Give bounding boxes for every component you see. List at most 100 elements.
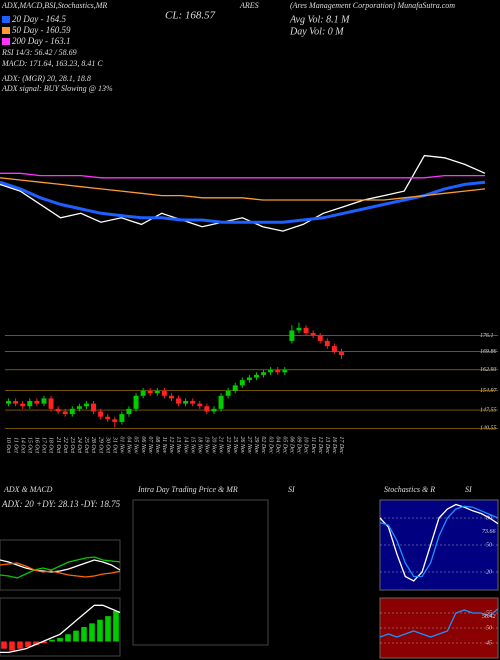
candle-body bbox=[126, 408, 132, 415]
candle-body bbox=[275, 369, 281, 373]
x-tick-label: 10 Oct bbox=[5, 437, 11, 453]
series-line bbox=[0, 604, 121, 654]
header-right: (Ares Management Corporation) MunafaSutr… bbox=[290, 1, 455, 10]
candle-body bbox=[197, 403, 203, 407]
annotation: RSI 14/3: 56.42 / 58.69 bbox=[1, 48, 77, 57]
candle-body bbox=[112, 419, 118, 422]
candle-body bbox=[69, 408, 75, 415]
y-tick-label: 176.1 bbox=[480, 333, 494, 339]
candle-body bbox=[27, 401, 33, 407]
candle-body bbox=[232, 385, 238, 391]
candle-body bbox=[261, 372, 267, 375]
series-line bbox=[379, 503, 499, 582]
x-tick-label: 17 Dec bbox=[338, 436, 344, 453]
x-tick-label: 22 Oct bbox=[62, 437, 68, 453]
candle-body bbox=[133, 395, 139, 409]
x-tick-label: 21 Nov bbox=[218, 436, 224, 454]
candle-body bbox=[289, 330, 295, 341]
panel-box bbox=[0, 539, 121, 591]
x-tick-label: 06 Dec bbox=[289, 436, 295, 453]
candle-body bbox=[55, 408, 61, 412]
x-tick-label: 31 Oct bbox=[111, 436, 117, 453]
annotation: ADX signal: BUY Slowing @ 13% bbox=[1, 84, 113, 93]
annotation: Day Vol: 0 M bbox=[289, 26, 344, 37]
x-tick-label: 11 Oct bbox=[12, 437, 18, 453]
series-line bbox=[0, 556, 121, 579]
y-tick-label: 20 bbox=[486, 569, 492, 575]
candle-body bbox=[62, 411, 68, 415]
histogram-bar bbox=[73, 630, 79, 642]
panel-bg bbox=[379, 499, 499, 591]
candle-body bbox=[296, 327, 302, 331]
series-line bbox=[0, 177, 486, 201]
series-line bbox=[0, 559, 121, 573]
chart-title: ARES bbox=[239, 1, 259, 10]
x-tick-label: 03 Dec bbox=[267, 436, 273, 453]
annotation: ADX: (MGR) 20, 28.1, 18.8 bbox=[1, 74, 91, 83]
histogram-bar bbox=[81, 627, 87, 642]
histogram-bar bbox=[113, 611, 119, 642]
x-tick-label: 07 Nov bbox=[147, 436, 153, 454]
panel-box bbox=[0, 597, 121, 657]
x-tick-label: 16 Oct bbox=[34, 437, 40, 453]
x-tick-label: 09 Dec bbox=[296, 436, 302, 453]
x-tick-label: 30 Oct bbox=[104, 436, 110, 453]
x-tick-label: 16 Dec bbox=[331, 436, 337, 453]
candle-body bbox=[239, 380, 245, 386]
histogram-bar bbox=[17, 641, 23, 649]
x-tick-label: 25 Nov bbox=[232, 436, 238, 454]
x-tick-label: 26 Nov bbox=[239, 436, 245, 454]
x-tick-label: 05 Nov bbox=[133, 436, 139, 454]
close-label: CL: 168.57 bbox=[165, 10, 216, 22]
header-left: ADX,MACD,BSI,Stochastics,MR bbox=[1, 1, 107, 10]
x-tick-label: 14 Nov bbox=[182, 436, 189, 454]
panel-bg bbox=[379, 597, 499, 659]
candle-body bbox=[310, 333, 316, 336]
legend-label: 50 Day - 160.59 bbox=[12, 25, 71, 35]
candle-body bbox=[83, 403, 89, 407]
x-tick-label: 04 Nov bbox=[126, 436, 133, 454]
x-tick-label: 12 Dec bbox=[317, 436, 323, 453]
histogram-bar bbox=[9, 641, 15, 651]
x-tick-label: 18 Nov bbox=[196, 436, 202, 454]
intraday-title: Intra Day Trading Price & MR bbox=[137, 485, 238, 494]
x-tick-label: 22 Nov bbox=[225, 436, 231, 454]
panel-title: Stochastics & R bbox=[384, 485, 435, 494]
y-tick-label: 55 bbox=[486, 610, 492, 616]
panel-subtitle: ADX: 20 +DY: 28.13 -DY: 18.75 bbox=[1, 499, 121, 509]
histogram-bar bbox=[25, 641, 31, 647]
x-tick-label: 28 Oct bbox=[90, 437, 96, 453]
y-tick-label: 162.93 bbox=[480, 367, 497, 373]
candle-body bbox=[324, 340, 330, 347]
histogram-bar bbox=[89, 623, 95, 642]
histogram-bar bbox=[65, 634, 71, 642]
legend-label: 20 Day - 164.5 bbox=[12, 14, 66, 24]
candle-body bbox=[190, 401, 196, 404]
x-tick-label: 21 Oct bbox=[55, 437, 61, 453]
candle-body bbox=[303, 327, 309, 334]
y-tick-label: 169.86 bbox=[480, 349, 497, 355]
x-tick-label: 12 Nov bbox=[168, 436, 174, 454]
y-tick-label: 50 bbox=[486, 542, 492, 548]
candle-body bbox=[317, 335, 323, 341]
legend-swatch bbox=[2, 38, 10, 45]
histogram-bar bbox=[49, 639, 55, 642]
panel-title: ADX & MACD bbox=[3, 485, 53, 494]
x-tick-label: 13 Nov bbox=[175, 436, 181, 454]
intraday-suffix: SI bbox=[288, 485, 295, 494]
value-label: 73.66 bbox=[482, 529, 496, 535]
x-tick-label: 15 Oct bbox=[26, 437, 32, 453]
histogram-bar bbox=[41, 641, 47, 644]
candle-body bbox=[268, 369, 274, 373]
legend-label: 200 Day - 163.1 bbox=[12, 36, 71, 46]
legend-swatch bbox=[2, 16, 10, 23]
series-line bbox=[0, 180, 486, 224]
candle-body bbox=[76, 406, 82, 409]
x-tick-label: 25 Oct bbox=[83, 437, 89, 453]
x-tick-label: 02 Dec bbox=[260, 436, 266, 453]
x-tick-label: 20 Nov bbox=[211, 436, 217, 454]
annotation: Avg Vol: 8.1 M bbox=[289, 14, 350, 25]
x-tick-label: 27 Nov bbox=[246, 436, 252, 454]
histogram-bar bbox=[33, 641, 39, 646]
x-tick-label: 04 Dec bbox=[274, 436, 281, 453]
